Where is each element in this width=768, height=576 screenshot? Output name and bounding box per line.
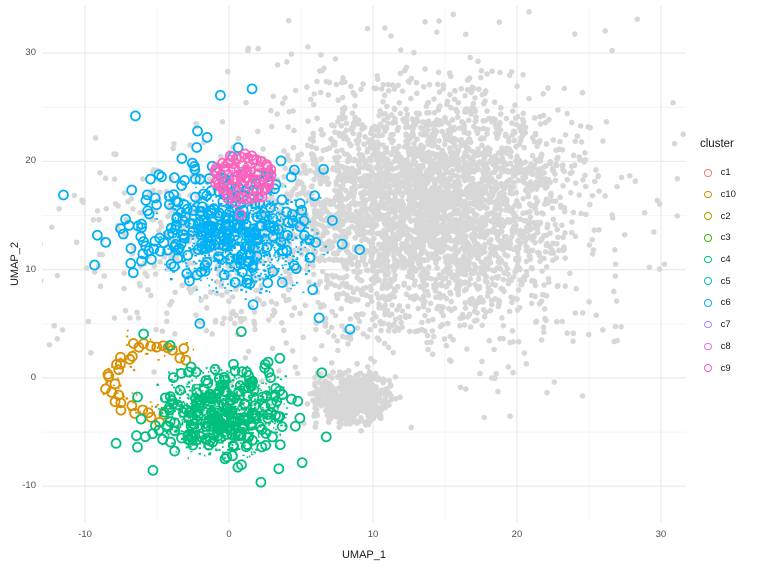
legend-marker-c8-icon <box>704 342 712 351</box>
legend-label-c4: c4 <box>720 254 731 266</box>
legend-item-c7: c7 <box>700 314 736 336</box>
legend-marker-c1-icon <box>704 169 712 177</box>
legend-item-c6: c6 <box>700 292 736 314</box>
legend-label-c3: c3 <box>720 232 731 244</box>
legend: cluster c1 c10 c2 c3 c4 c5 c6 c7 c8 c9 <box>700 138 736 379</box>
legend-item-c10: c10 <box>700 184 736 206</box>
legend-label-c6: c6 <box>720 297 731 309</box>
y-tick-label-20: 20 <box>25 155 36 167</box>
legend-title: cluster <box>700 138 734 150</box>
legend-item-c4: c4 <box>700 249 736 271</box>
y-tick-label-10: 10 <box>25 263 36 275</box>
legend-label-c5: c5 <box>720 275 731 287</box>
legend-label-c8: c8 <box>720 340 731 352</box>
x-tick-label--10: -10 <box>78 529 92 540</box>
legend-marker-c10-icon <box>704 190 712 199</box>
legend-item-c1: c1 <box>700 162 736 184</box>
legend-marker-c9-icon <box>704 364 712 372</box>
legend-item-c3: c3 <box>700 227 736 249</box>
y-axis-title: UMAP_2 <box>9 241 21 287</box>
x-tick-label-10: 10 <box>367 529 379 540</box>
x-tick-label-20: 20 <box>511 529 523 540</box>
y-tick-label-30: 30 <box>25 47 36 59</box>
legend-marker-c7-icon <box>704 320 712 329</box>
y-tick-label--10: -10 <box>22 480 36 492</box>
legend-item-c9: c9 <box>700 357 736 379</box>
legend-marker-c6-icon <box>704 299 712 307</box>
x-axis-title: UMAP_1 <box>341 549 387 561</box>
legend-marker-c4-icon <box>704 255 712 264</box>
legend-label-c2: c2 <box>720 210 731 222</box>
legend-item-c8: c8 <box>700 336 736 358</box>
legend-items: c1 c10 c2 c3 c4 c5 c6 c7 c8 c9 <box>700 162 736 379</box>
legend-label-c9: c9 <box>720 362 731 374</box>
legend-label-c10: c10 <box>720 189 736 201</box>
legend-item-c2: c2 <box>700 205 736 227</box>
x-tick-label-0: 0 <box>226 529 232 540</box>
x-tick-label-30: 30 <box>655 529 667 540</box>
y-tick-label-0: 0 <box>30 371 36 383</box>
legend-marker-c5-icon <box>704 277 712 286</box>
legend-label-c1: c1 <box>720 167 731 179</box>
legend-marker-c2-icon <box>704 212 712 221</box>
legend-marker-c3-icon <box>704 234 712 242</box>
legend-item-c5: c5 <box>700 270 736 292</box>
legend-label-c7: c7 <box>720 319 731 331</box>
